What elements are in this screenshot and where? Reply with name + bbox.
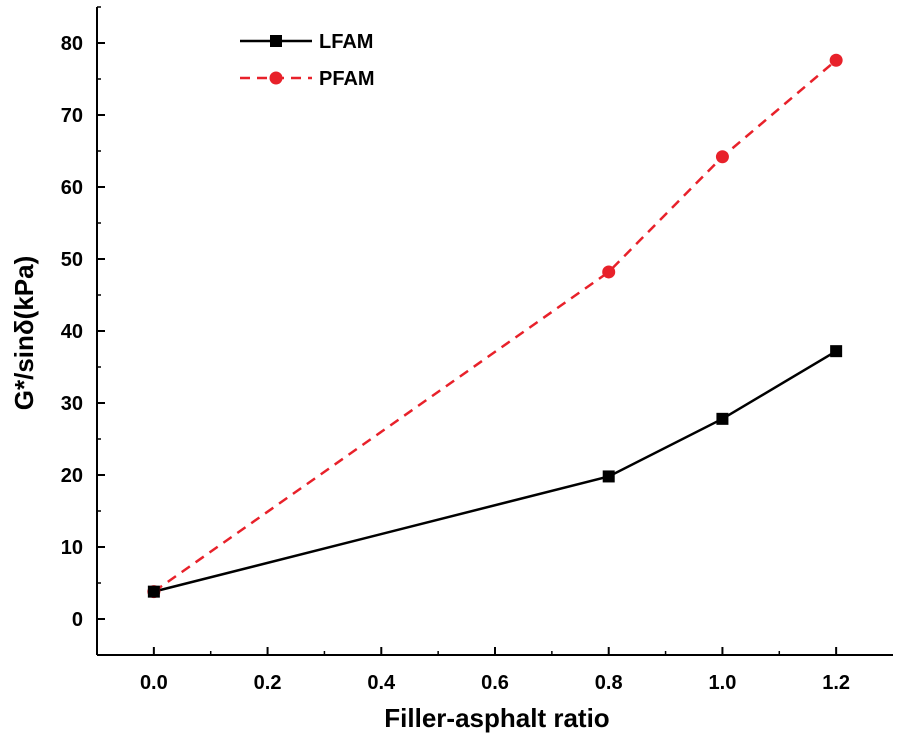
legend-marker-pfam (269, 71, 283, 85)
y-axis-title: G*/sinδ(kPa) (9, 256, 39, 410)
y-tick-label: 20 (61, 465, 83, 487)
x-tick-label: 1.0 (709, 672, 737, 694)
data-point-lfam (830, 345, 843, 358)
legend-label-pfam: PFAM (319, 68, 375, 90)
series-line-pfam (153, 59, 837, 593)
series-layer (147, 53, 843, 599)
data-point-pfam (602, 265, 616, 279)
axes: 0 10 20 30 40 50 60 70 80 0.0 0.2 0.4 0.6 0.8 1.0 1.2 Fi… (9, 6, 893, 733)
legend: LFAM PFAM (240, 31, 375, 90)
y-tick-label: 70 (61, 105, 83, 127)
data-point-pfam (715, 150, 729, 164)
y-tick-label: 80 (61, 33, 83, 55)
legend-marker-lfam (270, 35, 282, 47)
x-tick-label: 0.4 (367, 672, 396, 694)
y-tick-label: 40 (61, 321, 83, 343)
y-tick-label: 10 (61, 537, 83, 559)
y-tick-label: 60 (61, 177, 83, 199)
x-axis-title: Filler-asphalt ratio (384, 703, 609, 733)
data-point-lfam (147, 585, 160, 598)
data-point-lfam (602, 470, 615, 483)
data-point-lfam (716, 412, 729, 425)
x-tick-label: 1.2 (822, 672, 850, 694)
data-point-pfam (829, 53, 843, 67)
x-tick-label: 0.2 (254, 672, 282, 694)
x-tick-label: 0.0 (140, 672, 168, 694)
legend-label-lfam: LFAM (319, 31, 373, 53)
series-line-lfam (153, 350, 837, 593)
y-tick-label: 0 (72, 609, 83, 631)
x-tick-label: 0.6 (481, 672, 509, 694)
y-tick-label: 50 (61, 249, 83, 271)
y-tick-label: 30 (61, 393, 83, 415)
x-tick-label: 0.8 (595, 672, 623, 694)
